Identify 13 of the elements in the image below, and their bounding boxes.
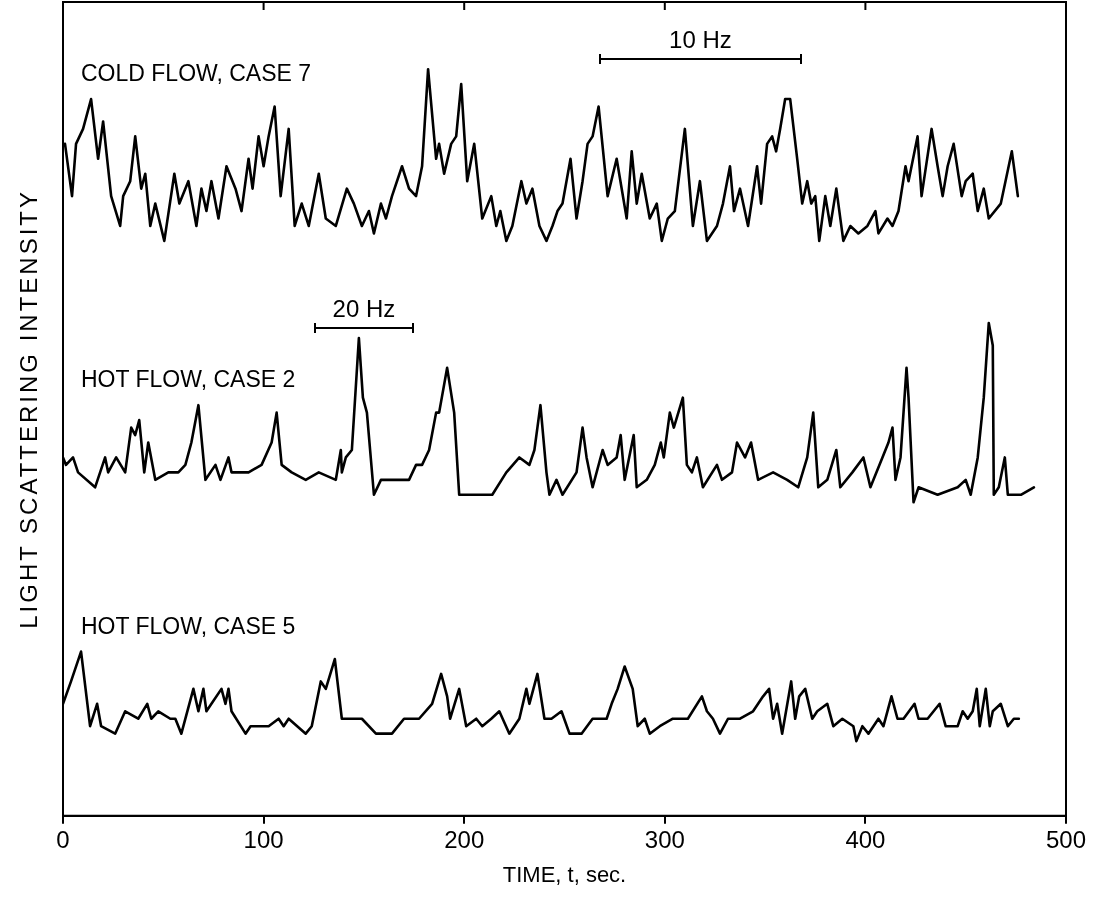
- x-tick-label: 200: [444, 825, 485, 853]
- x-tick-label: 0: [56, 825, 70, 853]
- series-label: HOT FLOW, CASE 2: [81, 366, 296, 393]
- x-tick-label: 400: [845, 825, 886, 853]
- x-axis-title: TIME, t, sec.: [502, 861, 627, 887]
- text: 10 Hz: [669, 25, 732, 54]
- x-tick-label: 300: [644, 825, 685, 853]
- series-label: HOT FLOW, CASE 5: [81, 612, 296, 639]
- y-axis-title: LIGHT SCATTERING INTENSITY: [14, 188, 42, 629]
- x-tick-label: 500: [1045, 825, 1087, 853]
- x-tick-label: 100: [243, 825, 284, 853]
- annotation: 20 Hz: [332, 294, 396, 323]
- series-label: COLD FLOW, CASE 7: [81, 60, 312, 87]
